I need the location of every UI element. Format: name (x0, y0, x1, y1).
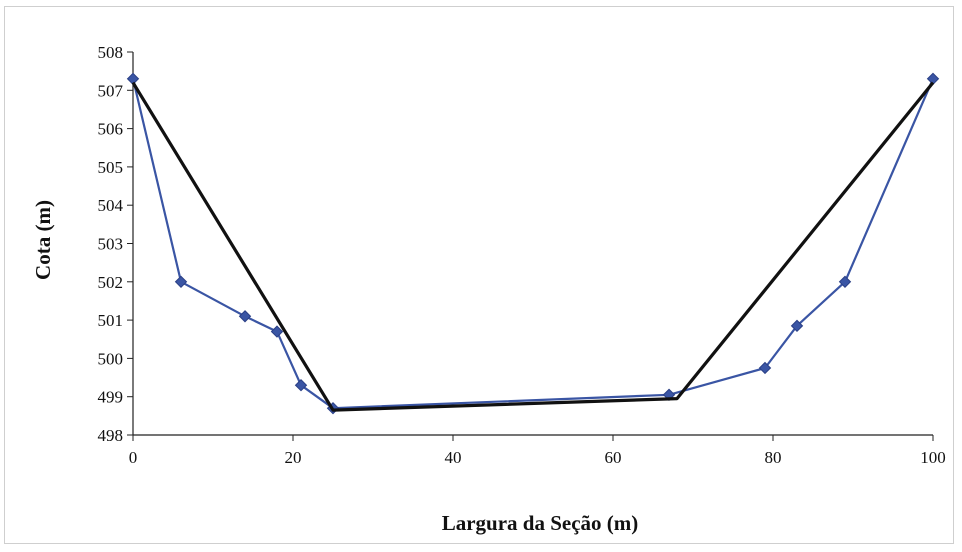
y-axis-title: Cota (m) (31, 200, 55, 280)
series-0-point-3 (270, 325, 284, 338)
x-tick-label: 60 (605, 448, 622, 467)
x-axis-title: Largura da Seção (m) (442, 511, 639, 535)
x-tick-label: 0 (129, 448, 138, 467)
y-tick-label: 506 (98, 120, 124, 139)
series-layer (126, 72, 940, 415)
series-0-point-4 (294, 379, 308, 392)
series-0-line (131, 78, 935, 410)
y-tick-label: 503 (98, 235, 124, 254)
axes: 498 499 500 501 502 503 504 505 506 507 508 0 20 40 60… (98, 43, 946, 467)
y-tick-label: 504 (98, 196, 124, 215)
x-tick-label: 40 (445, 448, 462, 467)
x-tick-label: 20 (285, 448, 302, 467)
chart-frame (4, 6, 954, 544)
x-tick-label: 80 (765, 448, 782, 467)
y-tick-label: 498 (98, 426, 124, 445)
series-0-point-9 (838, 275, 852, 289)
series-0-point-8 (790, 319, 804, 333)
y-tick-label: 505 (98, 158, 124, 177)
y-tick-label: 508 (98, 43, 124, 62)
y-tick-label: 501 (98, 311, 124, 330)
series-0-point-1 (174, 275, 188, 289)
series-0-point-2 (238, 310, 252, 323)
series-0-point-7 (758, 361, 772, 375)
series-1-line (131, 81, 935, 412)
y-tick-label: 500 (98, 349, 124, 368)
y-tick-label: 502 (98, 273, 124, 292)
y-tick-label: 507 (98, 81, 124, 100)
x-tick-label: 100 (920, 448, 946, 467)
y-tick-label: 499 (98, 388, 124, 407)
